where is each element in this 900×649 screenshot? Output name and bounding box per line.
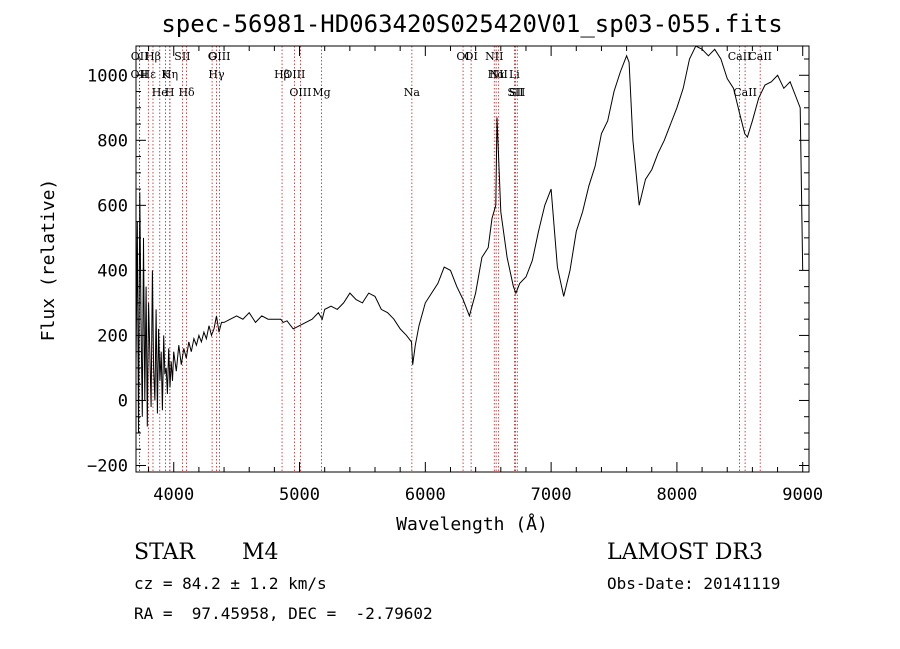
- object-class: STAR: [134, 540, 195, 565]
- x-tick-label: 9000: [782, 485, 823, 505]
- x-tick-label: 4000: [153, 485, 194, 505]
- line-marker-label: Na: [404, 86, 421, 99]
- line-marker-label: Li: [509, 68, 520, 81]
- y-tick-label: 600: [97, 196, 128, 216]
- line-marker-label: OII: [131, 68, 149, 81]
- survey-name: LAMOST DR3: [607, 540, 763, 565]
- line-marker-label: SII: [509, 86, 525, 99]
- emission-line-markers: [138, 46, 761, 472]
- line-marker-label: He: [152, 86, 168, 99]
- y-tick-label: 400: [97, 261, 128, 281]
- line-marker-label: Hβ: [274, 68, 290, 81]
- line-marker-label: OIII: [208, 50, 230, 63]
- line-marker-label: OI: [456, 50, 469, 63]
- line-marker-label: Hγ: [208, 68, 225, 81]
- line-marker-label: Mg: [312, 86, 330, 99]
- line-marker-label: Hα: [488, 68, 506, 81]
- line-marker-label: Hε: [141, 68, 157, 81]
- line-marker-label: SII: [507, 86, 523, 99]
- line-marker-label: CaII: [728, 50, 752, 63]
- x-tick-label: 6000: [405, 485, 446, 505]
- y-tick-label: 200: [97, 326, 128, 346]
- line-marker-label: H: [165, 86, 175, 99]
- y-axis-label: Flux (relative): [38, 179, 59, 342]
- line-marker-label: CaII: [748, 50, 772, 63]
- line-marker-label: Hη: [162, 68, 178, 81]
- line-marker-label: Hβ: [145, 50, 161, 63]
- line-marker-label: Hδ: [178, 86, 195, 99]
- chart-title: spec-56981-HD063420S025420V01_sp03-055.f…: [161, 10, 782, 38]
- line-marker-label: OIII: [289, 86, 311, 99]
- y-tick-label: 800: [97, 131, 128, 151]
- line-marker-label: OII: [131, 50, 149, 63]
- spectrum-line: [135, 45, 804, 434]
- line-marker-label: NII: [485, 50, 503, 63]
- redshift-velocity: cz = 84.2 ± 1.2 km/s: [134, 574, 327, 593]
- line-marker-label: K: [161, 68, 170, 81]
- line-marker-label: OIII: [283, 68, 305, 81]
- y-axis-ticks: −200 0 200 400 600 800 1000: [87, 58, 809, 476]
- line-marker-label: SII: [174, 50, 190, 63]
- line-marker-label: OI: [464, 50, 477, 63]
- y-tick-label: 1000: [87, 66, 128, 86]
- x-tick-label: 8000: [656, 485, 697, 505]
- line-marker-label: CaII: [733, 86, 757, 99]
- x-tick-label: 7000: [531, 485, 572, 505]
- line-marker-label: NII: [490, 68, 508, 81]
- plot-frame: [135, 45, 810, 473]
- sky-coordinates: RA = 97.45958, DEC = -2.79602: [134, 604, 433, 623]
- emission-line-labels: HβKHδOIIIOIIINaOIHαSIICaIIOIIHeSIIHγOIII…: [131, 50, 772, 99]
- y-tick-label: 0: [118, 391, 128, 411]
- x-axis-label: Wavelength (Å): [396, 513, 548, 535]
- object-subclass: M4: [242, 540, 279, 565]
- x-axis-ticks: 4000 5000 6000 7000 8000 9000: [148, 46, 823, 505]
- x-tick-label: 5000: [279, 485, 320, 505]
- line-marker-label: G: [208, 50, 217, 63]
- observation-date: Obs-Date: 20141119: [607, 574, 781, 593]
- y-tick-label: −200: [87, 456, 128, 476]
